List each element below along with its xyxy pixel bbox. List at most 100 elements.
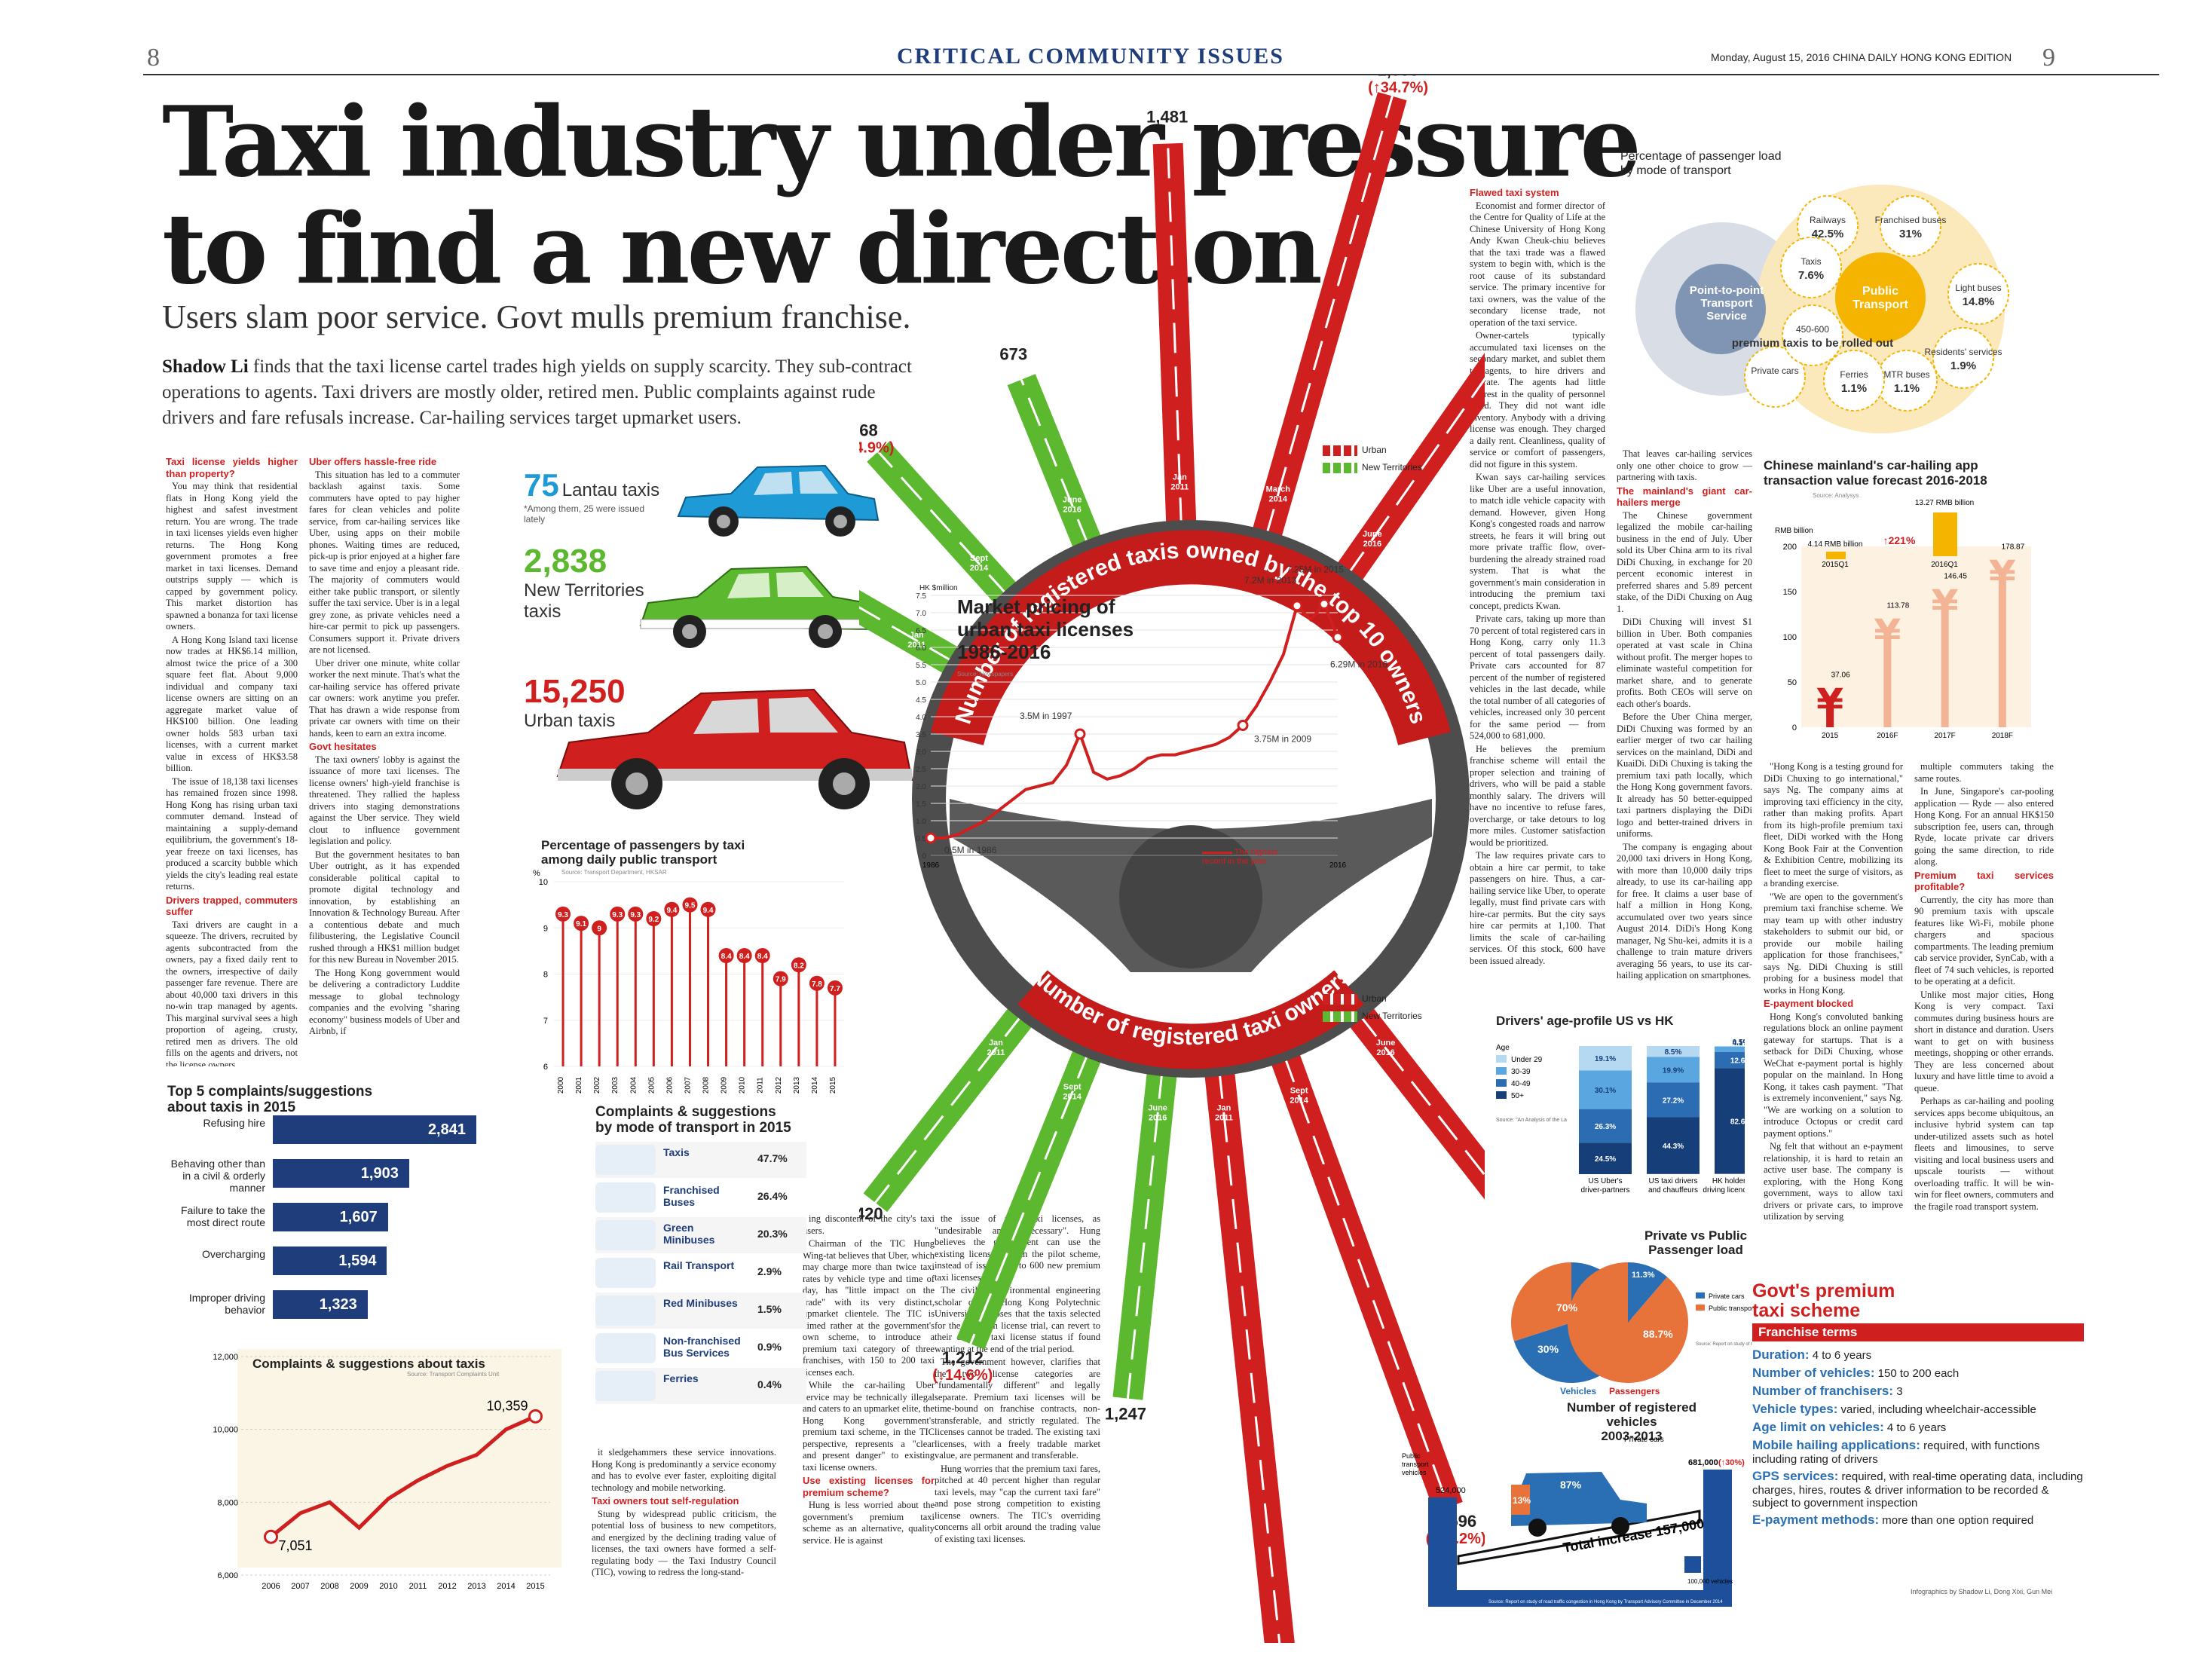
y-tick-label: 0.5 — [916, 835, 926, 843]
market-annotation: 7.2M in 2013 — [1244, 575, 1297, 586]
pct-value-label: 9.4 — [666, 907, 677, 915]
premium-term: Age limit on vehicles: 4 to 6 years — [1752, 1420, 2084, 1435]
complaints-point — [264, 1529, 278, 1544]
pct-passengers-chart: % 6 7 8 9 10 9.3 2000 9.1 2001 9 2002 9.3 2003 9.3 2004… — [533, 869, 844, 1094]
ray-value-label: 1,995 — [1378, 75, 1419, 80]
market-point — [1237, 720, 1249, 731]
private-car-icon — [1511, 1472, 1647, 1526]
market-legend: The highest record in the year — [1202, 848, 1293, 866]
age-segment — [1647, 1046, 1700, 1057]
age-label: 82.6% — [1730, 1118, 1745, 1126]
y-tick-label: 150 — [1783, 588, 1797, 597]
y-tick-label: 7 — [543, 1017, 548, 1026]
ray-stripe — [1345, 377, 1485, 577]
x-tick-label: 2006 — [262, 1582, 280, 1591]
byline: Shadow Li — [162, 356, 249, 377]
x-tick-label: 2015 — [829, 1076, 837, 1094]
venn-item-name: Residents' services — [1925, 347, 2002, 357]
ray-date-label: March — [1266, 485, 1291, 494]
x-tick-label: 2008 — [320, 1582, 338, 1591]
ray-stripe — [969, 1050, 1091, 1344]
venn-item-name: MTR buses — [1883, 369, 1929, 380]
ray-stripe — [1264, 96, 1394, 539]
vehicles-value-2013: 681,000 — [1688, 1458, 1718, 1467]
x-tick-label: 2006 — [665, 1076, 674, 1094]
article-paragraph: The Chinese government legalized the mob… — [1617, 509, 1752, 614]
pct-value-label: 7.7 — [830, 985, 840, 993]
mode-label: Ferries — [663, 1372, 699, 1384]
pct-value-label: 9 — [597, 925, 601, 933]
nt-count: 2,838 — [524, 543, 607, 580]
top5-bar: 1,594 — [273, 1247, 387, 1275]
article-column-9: multiple commuters taking the same route… — [1914, 761, 2054, 1274]
venn-item-circle — [1876, 350, 1938, 411]
age-category: HK holders of full — [1712, 1177, 1745, 1185]
age-segment — [1647, 1117, 1700, 1174]
ppl-title-1: Private vs Public — [1644, 1228, 1748, 1243]
ray-date-label: Sept — [1063, 1082, 1082, 1091]
mode-row: Taxis 47.7% — [595, 1142, 806, 1178]
pct-bar-cap — [736, 948, 752, 963]
pct-bar-cap — [773, 971, 788, 987]
mode-title-2: by mode of transport in 2015 — [595, 1120, 791, 1136]
ray-date-label: 2011 — [987, 1048, 1005, 1057]
ray-date-label: June — [1148, 1104, 1167, 1113]
article-paragraph: Perhaps as car-hailing and pooling servi… — [1914, 1096, 2054, 1212]
ray-date-label: 2016 — [1363, 540, 1381, 549]
pct-public: 13% — [1513, 1495, 1531, 1506]
p2p-label: Point-to-point Transport Service — [1689, 284, 1764, 323]
scale-key — [1684, 1556, 1701, 1573]
legend-urban: Urban — [1362, 993, 1387, 1004]
mode-row: Rail Transport 2.9% — [595, 1255, 806, 1291]
age-source: Source: "An Analysis of the La — [1496, 1118, 1567, 1123]
premium-term: Mobile hailing applications: required, w… — [1752, 1438, 2084, 1466]
public-vehicles-label: vehicles — [1402, 1469, 1427, 1476]
premium-term-value: 4 to 6 years — [1809, 1349, 1872, 1362]
mode-row: Red Minibuses 1.5% — [595, 1292, 806, 1329]
article-paragraph: But the government hesitates to ban Uber… — [309, 849, 460, 965]
venn-item-circle — [1932, 327, 1994, 389]
article-paragraph: The Hong Kong government would be delive… — [309, 967, 460, 1037]
mode-pct: 47.7% — [757, 1152, 788, 1164]
pct-bar-cap — [555, 906, 571, 922]
age-segment — [1579, 1046, 1632, 1071]
ray-stripe — [874, 1011, 1025, 1204]
venn-item-circle — [1880, 195, 1941, 257]
complaints-line — [269, 1415, 537, 1539]
age-label: 27.2% — [1663, 1097, 1684, 1105]
article-paragraph: Ng felt that without an e-payment relati… — [1764, 1141, 1903, 1222]
x-tick-label: 2010 — [739, 1076, 747, 1094]
article-subhead: E-payment blocked — [1764, 998, 1854, 1009]
venn-item-pct: 42.5% — [1812, 228, 1844, 240]
market-legend-text: The highest record in the year — [1202, 848, 1278, 866]
article-subhead: Drivers trapped, commuters suffer — [166, 894, 298, 918]
age-segment — [1647, 1082, 1700, 1118]
pct-private: 87% — [1560, 1479, 1582, 1491]
age-legend-label: 40-49 — [1511, 1080, 1531, 1088]
article-subhead: Uber offers hassle-free ride — [309, 456, 437, 467]
transport-mode-icon — [595, 1220, 656, 1250]
article-paragraph: Kwan says car-hailing services like Uber… — [1470, 472, 1605, 611]
mode-row: Non-franchised Bus Services 0.9% — [595, 1330, 806, 1366]
market-unit: HK $million — [919, 584, 958, 592]
pct-bar-cap — [718, 948, 734, 963]
top5-category: Failure to take the most direct route — [180, 1204, 265, 1228]
article-paragraph: The taxi owners' lobby is against the is… — [309, 754, 460, 847]
pct-value-label: 9.3 — [630, 911, 641, 919]
transport-mode-icon — [595, 1295, 656, 1326]
y-tick-label: 50 — [1788, 678, 1797, 687]
venn-item-circle — [1744, 346, 1806, 408]
carhailing-ylabel: RMB billion — [1775, 527, 1813, 535]
article-subhead: Taxi license yields higher than property… — [166, 456, 298, 479]
premium-title-2: taxi scheme — [1752, 1300, 1861, 1321]
venn-item-name: Franchised buses — [1875, 215, 1947, 225]
ray-date-label: 2016 — [1149, 1114, 1167, 1123]
lantau-label: Lantau taxis — [561, 480, 660, 500]
x-tick-label: 2001 — [575, 1076, 583, 1094]
y-tick-label: 10 — [539, 878, 548, 887]
article-paragraph: Private cars, taking up more than 70 per… — [1470, 613, 1605, 741]
x-tick-label: 2009 — [350, 1582, 368, 1591]
urban-taxi-icon — [556, 677, 913, 809]
headline-line-2: to find a new direction — [162, 193, 1323, 306]
rays-top: 615Jan2011768(↓24.9%)Sept2014673June2016… — [859, 75, 1485, 677]
